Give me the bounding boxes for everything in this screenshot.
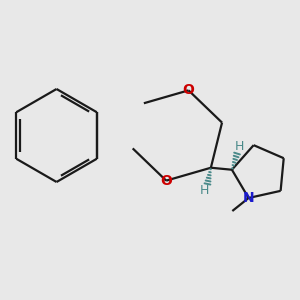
Text: O: O [160, 174, 172, 188]
Text: N: N [243, 191, 254, 205]
Text: H: H [235, 140, 244, 153]
Text: O: O [183, 83, 194, 98]
Text: H: H [200, 184, 209, 197]
